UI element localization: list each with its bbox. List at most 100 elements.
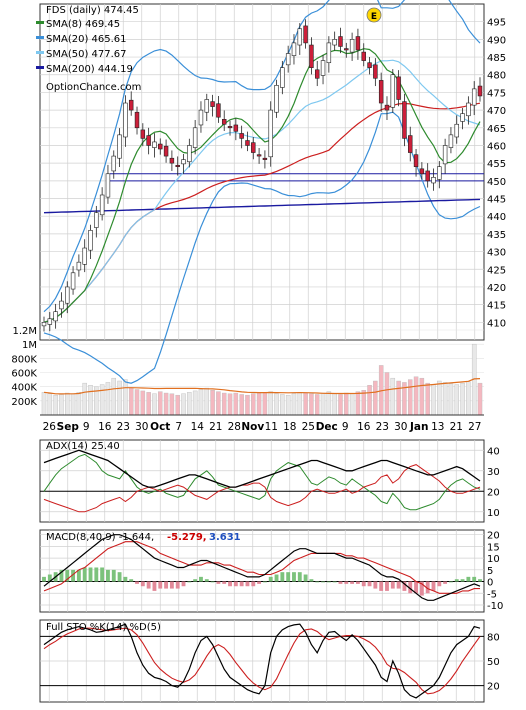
- candle-body: [65, 286, 70, 304]
- x-tick-label: 16: [98, 421, 112, 433]
- volume-bar: [105, 382, 111, 416]
- macd-histogram-bar: [274, 574, 279, 582]
- macd-histogram-bar: [379, 581, 384, 591]
- volume-bar: [163, 392, 169, 416]
- macd-histogram-bar: [315, 581, 320, 583]
- macd-histogram-bar: [425, 581, 430, 594]
- macd-tick-label: 15: [487, 542, 500, 553]
- candle-body: [402, 101, 407, 139]
- macd-histogram-bar: [390, 581, 395, 589]
- volume-bar: [361, 390, 366, 416]
- candle-body: [262, 157, 268, 160]
- watermark: OptionChance.com: [46, 82, 141, 93]
- macd-histogram-bar: [222, 581, 227, 584]
- volume-bar: [466, 381, 471, 416]
- volume-bar: [233, 392, 239, 416]
- volume-bar: [262, 392, 268, 416]
- macd-histogram-bar: [262, 581, 267, 583]
- candle-body: [128, 99, 134, 111]
- volume-bar: [326, 391, 332, 416]
- volume-bar: [431, 384, 436, 416]
- candle-body: [117, 134, 122, 159]
- macd-histogram-bar: [321, 581, 325, 583]
- macd-histogram-bar: [361, 581, 366, 587]
- legend: SMA(8) 469.45 SMA(20) 465.61 SMA(50) 477…: [36, 19, 133, 75]
- candle-body: [192, 127, 198, 148]
- macd-histogram-bar: [326, 581, 331, 583]
- volume-bar: [204, 387, 210, 416]
- volume-bar: [314, 394, 320, 416]
- adx-tick-label: 30: [487, 467, 500, 478]
- ticker-label: FDS (daily) 474.45: [46, 5, 139, 16]
- candle-body: [99, 194, 105, 216]
- candle-body: [123, 102, 128, 138]
- macd-histogram-bar: [65, 569, 70, 582]
- legend-swatch-sma50: [36, 51, 44, 54]
- volume-bar: [117, 380, 122, 416]
- macd-histogram-bar: [355, 581, 360, 584]
- volume-bar: [221, 392, 227, 416]
- candle-body: [152, 141, 157, 148]
- candle-body: [175, 164, 180, 167]
- volume-bar: [344, 392, 349, 416]
- candle-body: [460, 113, 465, 122]
- volume-bar: [268, 391, 273, 416]
- volume-bar: [355, 391, 361, 416]
- macd-histogram-bar: [42, 576, 46, 582]
- volume-bar: [396, 380, 401, 416]
- earnings-marker: E: [366, 7, 382, 23]
- candle-body: [88, 230, 93, 251]
- volume-bar: [88, 385, 93, 416]
- volume-bar: [280, 394, 285, 416]
- price-tick-label: 465: [487, 124, 506, 135]
- legend-sma200: SMA(200) 444.19: [46, 64, 133, 75]
- price-tick-label: 480: [487, 71, 506, 82]
- macd-histogram-bar: [297, 572, 302, 582]
- volume-bar: [297, 392, 303, 416]
- volume-bar: [448, 383, 454, 416]
- volume-bar: [309, 393, 314, 416]
- adx-label: ADX(14) 25.40: [46, 441, 120, 452]
- volume-bar: [146, 392, 151, 416]
- candle-body: [251, 142, 256, 153]
- adx-plus-di-line: [43, 453, 481, 511]
- candle-body: [181, 159, 186, 165]
- macd-histogram-bar: [204, 579, 209, 582]
- candle-body: [210, 101, 215, 107]
- candle-body: [239, 133, 244, 139]
- macd-line: [43, 534, 481, 601]
- candle-body: [303, 25, 308, 44]
- candle-body: [291, 42, 297, 56]
- x-tick-label: 14: [191, 421, 205, 433]
- macd-tick-label: 0: [487, 578, 493, 589]
- macd-histogram-bar: [414, 581, 418, 594]
- x-tick-label: 23: [376, 421, 389, 433]
- macd-tick-label: 10: [487, 554, 500, 565]
- volume-bar: [407, 379, 413, 416]
- candle-body: [297, 28, 303, 46]
- macd-histogram-bar: [419, 581, 424, 596]
- x-tick-label: 30: [135, 421, 148, 433]
- candle-body: [268, 109, 273, 158]
- macd-histogram-bar: [193, 579, 198, 582]
- volume-bar: [99, 384, 105, 416]
- macd-signal-value: -5.279,: [167, 532, 207, 543]
- macd-histogram-bar: [478, 579, 482, 582]
- candle-body: [111, 155, 116, 172]
- x-tick-label: 9: [342, 421, 349, 433]
- volume-bar: [198, 389, 204, 416]
- adx-tick-label: 20: [487, 487, 500, 498]
- volume-bar: [65, 392, 70, 416]
- x-tick-label: Sep: [57, 421, 80, 433]
- volume-bar: [291, 393, 297, 416]
- volume-bar: [53, 394, 58, 416]
- price-tick-label: 495: [487, 18, 506, 29]
- candle-body: [309, 44, 314, 68]
- candle-body: [477, 85, 483, 97]
- macd-histogram-bar: [332, 581, 337, 583]
- macd-histogram-bar: [286, 572, 291, 582]
- volume-bar: [227, 393, 233, 416]
